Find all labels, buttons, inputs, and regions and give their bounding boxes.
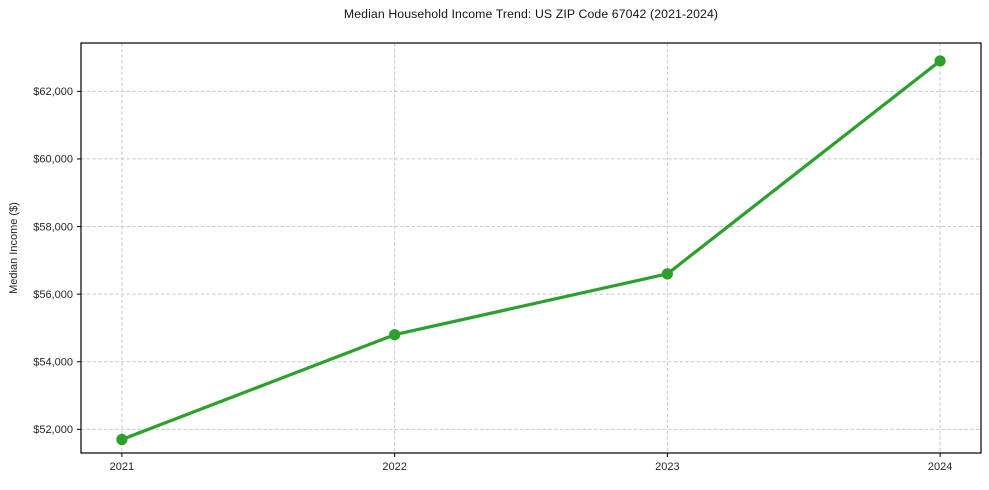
data-point-2021 [116,433,128,446]
y-tick-label: $58,000 [33,221,73,233]
data-point-2023 [661,268,673,280]
y-tick-label: $62,000 [33,86,73,98]
y-tick-label: $60,000 [33,154,73,166]
data-point-2024 [934,55,946,67]
trend-line [120,59,942,442]
axes-frame [80,42,982,454]
y-tick-label: $52,000 [33,424,73,436]
y-tick-label: $54,000 [33,357,73,369]
x-tick-label: 2021 [110,461,134,473]
x-tick-label: 2023 [655,461,679,473]
x-tick-label: 2024 [928,461,952,473]
data-point-2022 [389,329,401,341]
y-tick-label: $56,000 [33,289,73,301]
chart-title: Median Household Income Trend: US ZIP Co… [343,7,719,21]
x-tick-label: 2022 [382,461,406,473]
